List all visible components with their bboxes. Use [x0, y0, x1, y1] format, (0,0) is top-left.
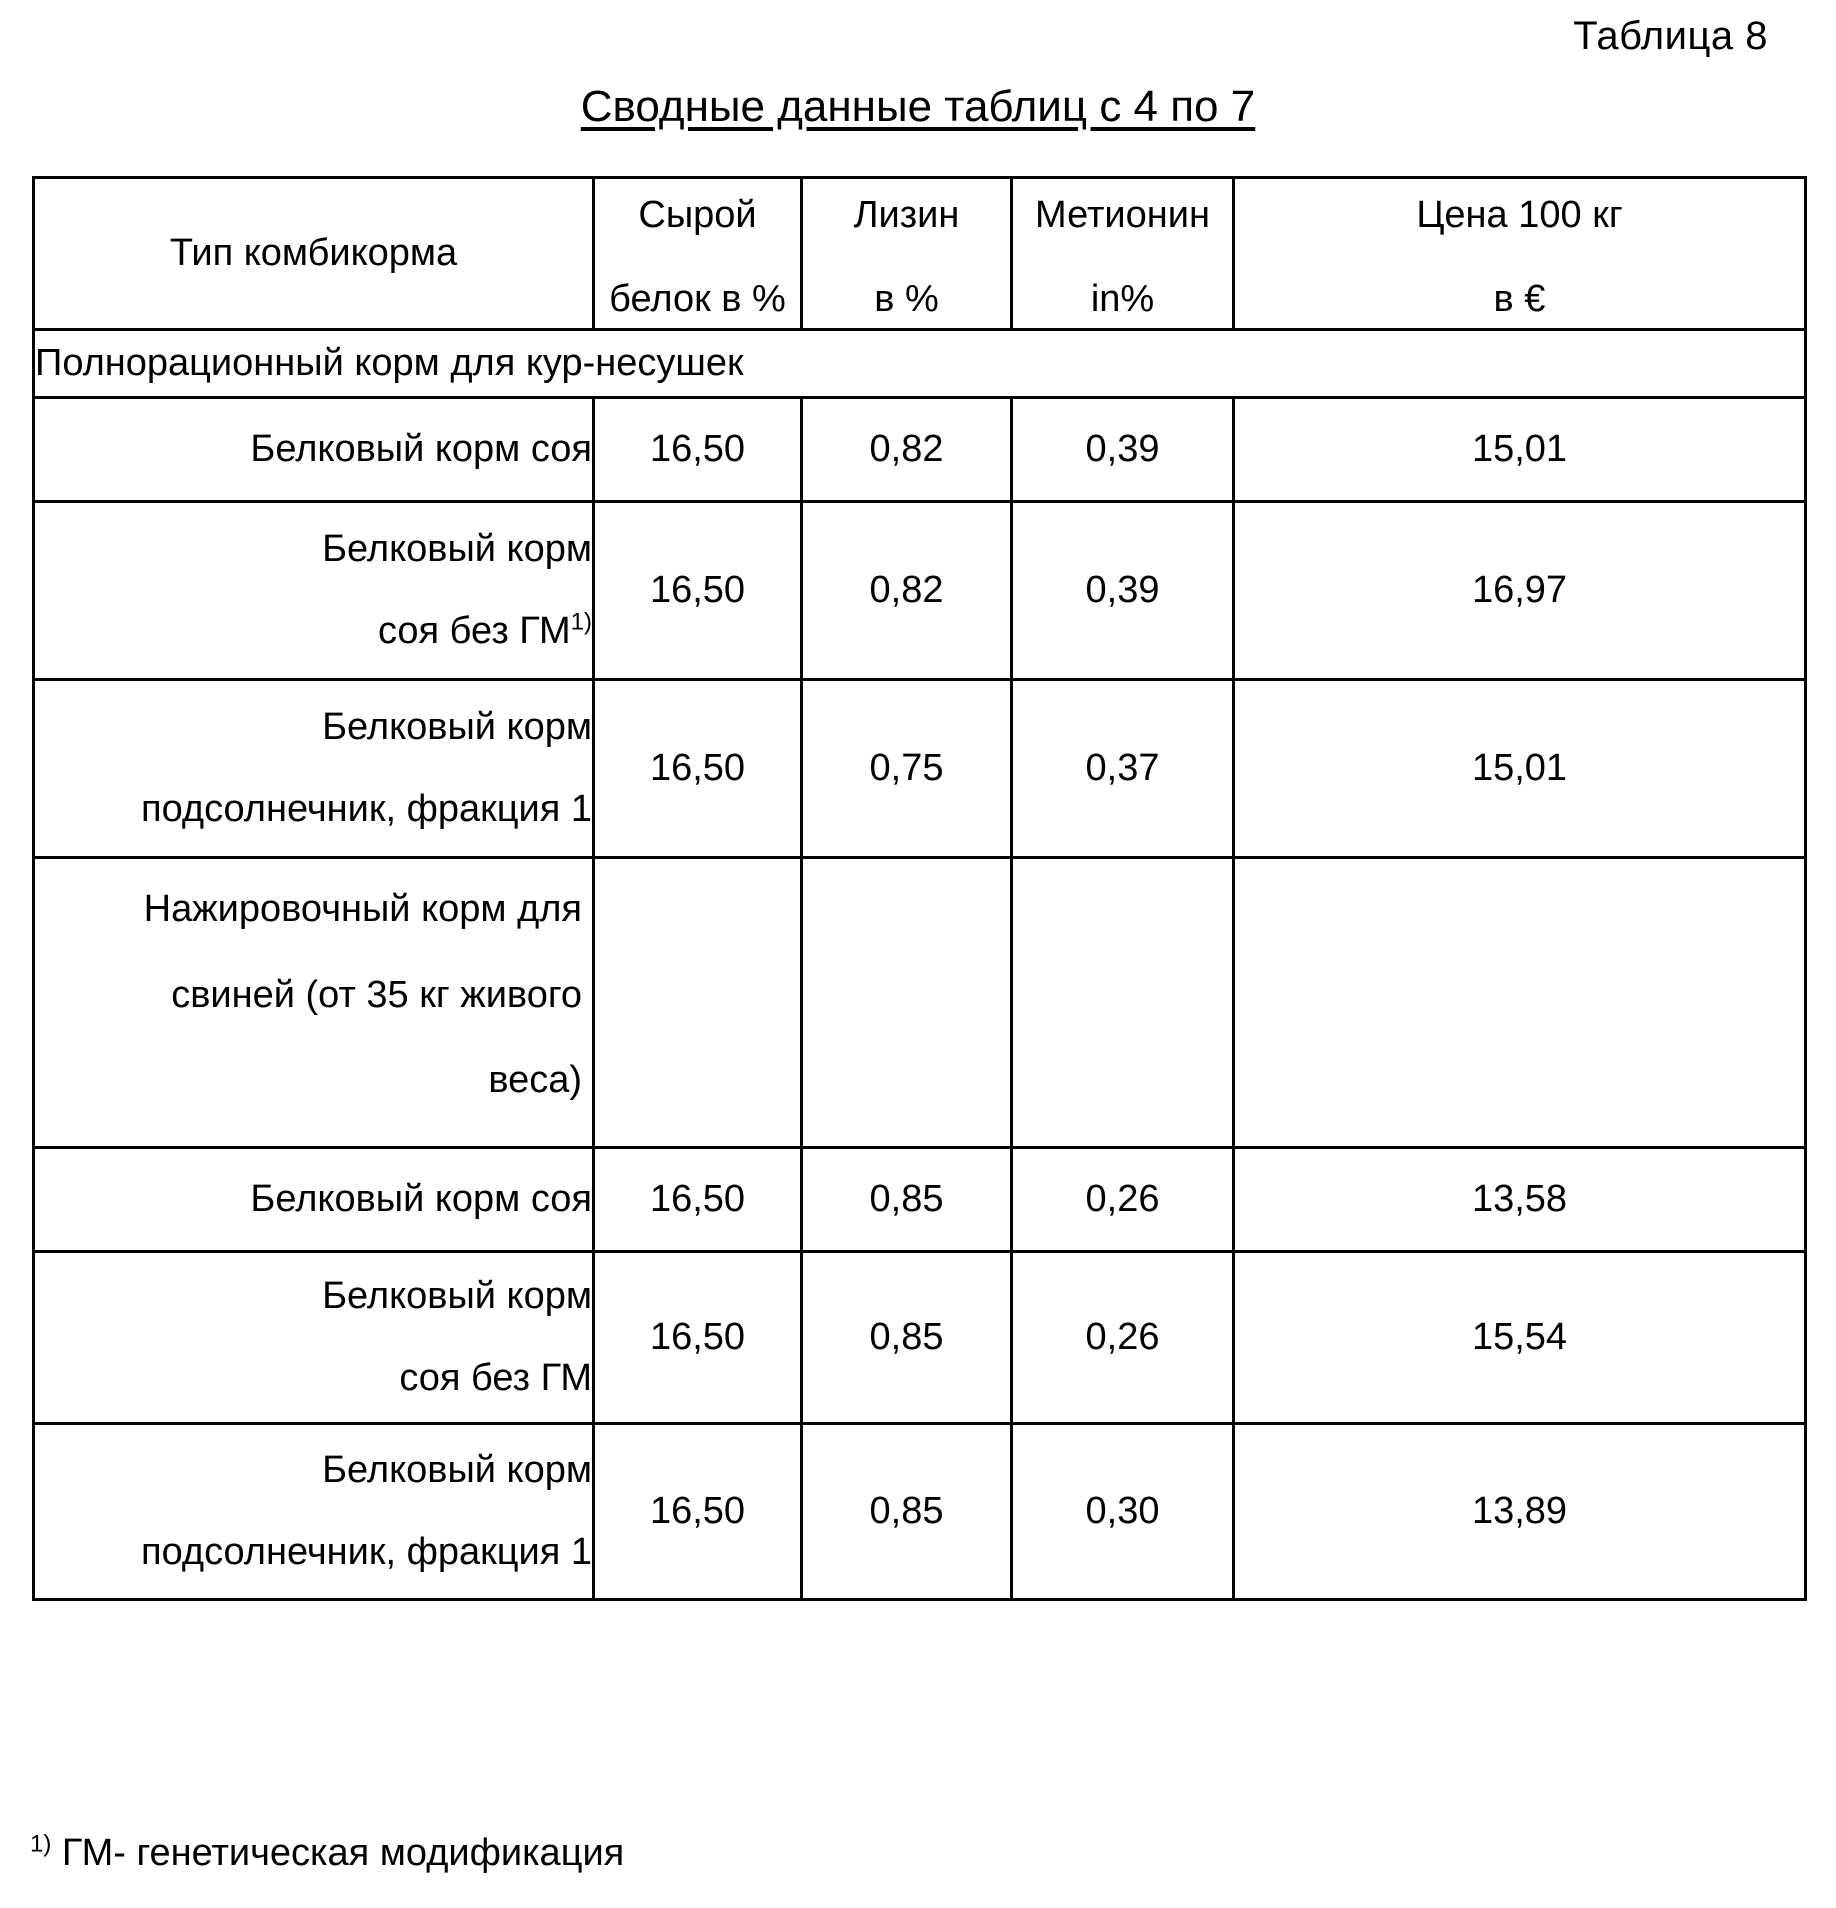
cell-protein: 16,50 [594, 680, 802, 858]
column-header-methionine: Метионин in% [1012, 178, 1234, 330]
cell-protein: 16,50 [594, 502, 802, 680]
document-page: Таблица 8 Сводные данные таблиц с 4 по 7… [0, 0, 1836, 1908]
cell-price: 13,58 [1234, 1148, 1806, 1252]
footnote: 1) ГМ- генетическая модификация [30, 1832, 624, 1875]
row-name-line1: Белковый корм [322, 1449, 592, 1491]
cell-lysine: 0,85 [802, 1148, 1012, 1252]
cell-protein: 16,50 [594, 1252, 802, 1424]
table-row: Белковый корм соя 16,50 0,85 0,26 13,58 [34, 1148, 1806, 1252]
row-name-cell: Белковый корм соя [34, 398, 594, 502]
row-name-line2: соя без ГМ [399, 1357, 592, 1399]
column-header-methionine-line2: in% [1013, 280, 1232, 318]
column-header-methionine-line1: Метионин [1013, 196, 1232, 234]
column-header-protein-line1: Сырой [595, 196, 800, 234]
footnote-marker: 1) [30, 1830, 51, 1857]
row-name-line1: Белковый корм [322, 1275, 592, 1317]
column-header-protein-line2: белок в % [595, 280, 800, 318]
cell-methionine: 0,26 [1012, 1148, 1234, 1252]
section-header-pigs-line1: Нажировочный корм для [144, 888, 582, 930]
cell-lysine: 0,82 [802, 502, 1012, 680]
cell-protein: 16,50 [594, 1424, 802, 1600]
page-title: Сводные данные таблиц с 4 по 7 [581, 82, 1255, 132]
footnote-text: ГМ- генетическая модификация [51, 1832, 624, 1874]
cell-lysine: 0,75 [802, 680, 1012, 858]
row-name-line2: подсолнечник, фракция 1 [141, 788, 592, 830]
summary-table: Тип комбикорма Сырой белок в % Лизин в %… [32, 176, 1807, 1601]
cell-methionine-empty [1012, 858, 1234, 1148]
row-name-line1: Белковый корм [322, 706, 592, 748]
section-header-pigs-line2: свиней (от 35 кг живого [171, 974, 582, 1016]
row-name-line2: подсолнечник, фракция 1 [141, 1531, 592, 1573]
row-name-line1: Белковый корм соя [250, 428, 592, 470]
row-name-cell: Белковый корм соя [34, 1148, 594, 1252]
cell-price: 13,89 [1234, 1424, 1806, 1600]
row-name-cell: Белковый корм соя без ГМ1) [34, 502, 594, 680]
column-header-price-line1: Цена 100 кг [1235, 196, 1804, 234]
page-title-container: Сводные данные таблиц с 4 по 7 [0, 82, 1836, 132]
cell-protein-empty [594, 858, 802, 1148]
footnote-marker-inline: 1) [571, 608, 592, 635]
cell-price: 16,97 [1234, 502, 1806, 680]
cell-protein: 16,50 [594, 1148, 802, 1252]
cell-price-empty [1234, 858, 1806, 1148]
row-name-line2: соя без ГМ [378, 610, 571, 652]
section-header-pigs-line3: веса) [488, 1059, 582, 1101]
table-row: Белковый корм соя 16,50 0,82 0,39 15,01 [34, 398, 1806, 502]
section-header-row-pigs: Нажировочный корм для свиней (от 35 кг ж… [34, 858, 1806, 1148]
cell-lysine-empty [802, 858, 1012, 1148]
column-header-type-label: Тип комбикорма [170, 232, 457, 274]
column-header-price-line2: в € [1235, 280, 1804, 318]
row-name-cell: Белковый корм подсолнечник, фракция 1 [34, 680, 594, 858]
section-header-poultry-label: Полнорационный корм для кур-несушек [34, 330, 1806, 398]
row-name-line1: Белковый корм соя [250, 1178, 592, 1220]
table-body: Полнорационный корм для кур-несушек Белк… [34, 330, 1806, 1600]
row-name-cell: Белковый корм подсолнечник, фракция 1 [34, 1424, 594, 1600]
table-row: Белковый корм подсолнечник, фракция 1 16… [34, 680, 1806, 858]
cell-methionine: 0,39 [1012, 502, 1234, 680]
cell-lysine: 0,85 [802, 1424, 1012, 1600]
column-header-price: Цена 100 кг в € [1234, 178, 1806, 330]
column-header-type: Тип комбикорма [34, 178, 594, 330]
table-row: Белковый корм соя без ГМ 16,50 0,85 0,26… [34, 1252, 1806, 1424]
table-number-label: Таблица 8 [1573, 14, 1768, 59]
cell-methionine: 0,30 [1012, 1424, 1234, 1600]
row-name-cell: Белковый корм соя без ГМ [34, 1252, 594, 1424]
table-row: Белковый корм соя без ГМ1) 16,50 0,82 0,… [34, 502, 1806, 680]
cell-price: 15,01 [1234, 398, 1806, 502]
table-header-row: Тип комбикорма Сырой белок в % Лизин в %… [34, 178, 1806, 330]
cell-price: 15,01 [1234, 680, 1806, 858]
cell-protein: 16,50 [594, 398, 802, 502]
section-header-pigs-label: Нажировочный корм для свиней (от 35 кг ж… [34, 858, 594, 1148]
column-header-lysine-line2: в % [803, 280, 1010, 318]
cell-lysine: 0,82 [802, 398, 1012, 502]
column-header-protein: Сырой белок в % [594, 178, 802, 330]
cell-methionine: 0,39 [1012, 398, 1234, 502]
column-header-lysine: Лизин в % [802, 178, 1012, 330]
table-row: Белковый корм подсолнечник, фракция 1 16… [34, 1424, 1806, 1600]
cell-lysine: 0,85 [802, 1252, 1012, 1424]
column-header-lysine-line1: Лизин [803, 196, 1010, 234]
table-header: Тип комбикорма Сырой белок в % Лизин в %… [34, 178, 1806, 330]
row-name-line1: Белковый корм [322, 528, 592, 570]
section-header-row-poultry: Полнорационный корм для кур-несушек [34, 330, 1806, 398]
cell-methionine: 0,37 [1012, 680, 1234, 858]
cell-methionine: 0,26 [1012, 1252, 1234, 1424]
cell-price: 15,54 [1234, 1252, 1806, 1424]
